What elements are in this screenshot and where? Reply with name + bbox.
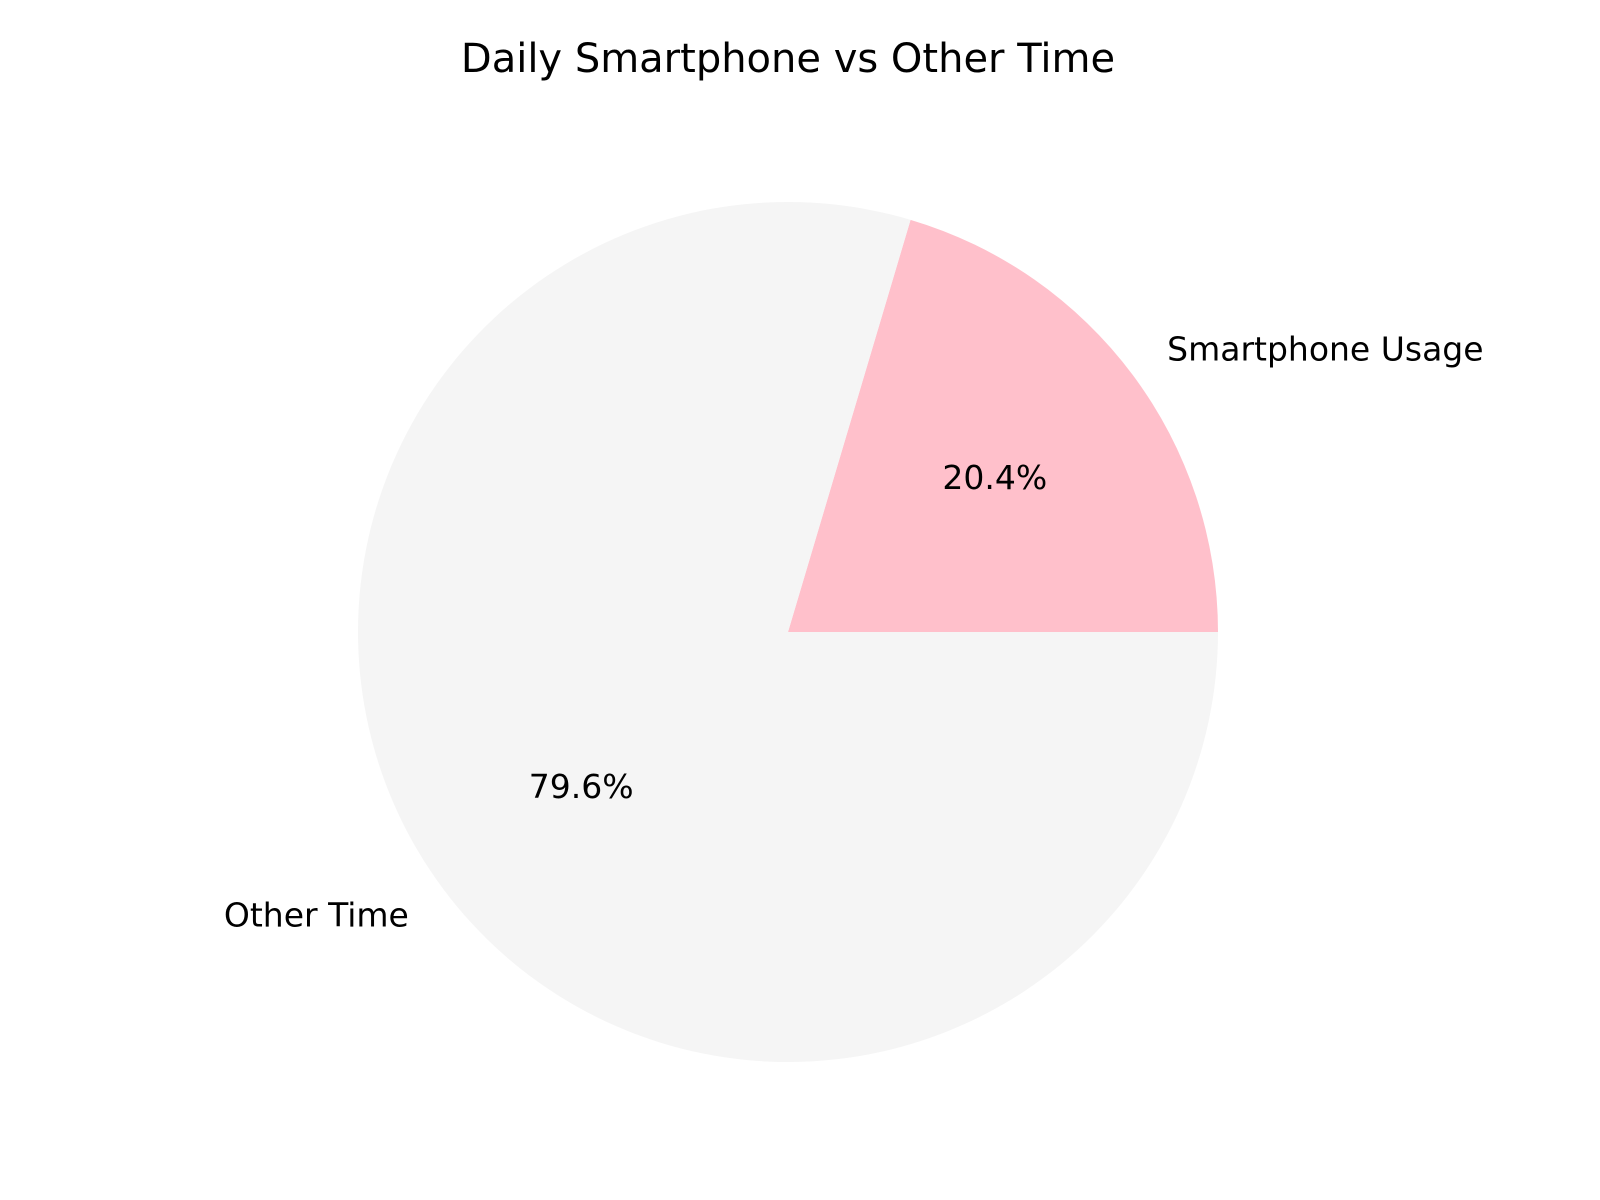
slice-label-0: Smartphone Usage — [1167, 330, 1483, 369]
pie-slice-smartphone-usage — [788, 219, 1218, 632]
slice-label-1: Other Time — [224, 895, 409, 934]
pct-label-0: 20.4% — [942, 458, 1047, 497]
pie-slices — [357, 202, 1218, 1062]
pie-slice-other-time — [357, 202, 1218, 1062]
pie-labels: 20.4% Smartphone Usage 79.6% Other Time — [224, 330, 1484, 935]
chart-title: Daily Smartphone vs Other Time — [461, 36, 1115, 82]
pct-label-1: 79.6% — [529, 767, 634, 806]
